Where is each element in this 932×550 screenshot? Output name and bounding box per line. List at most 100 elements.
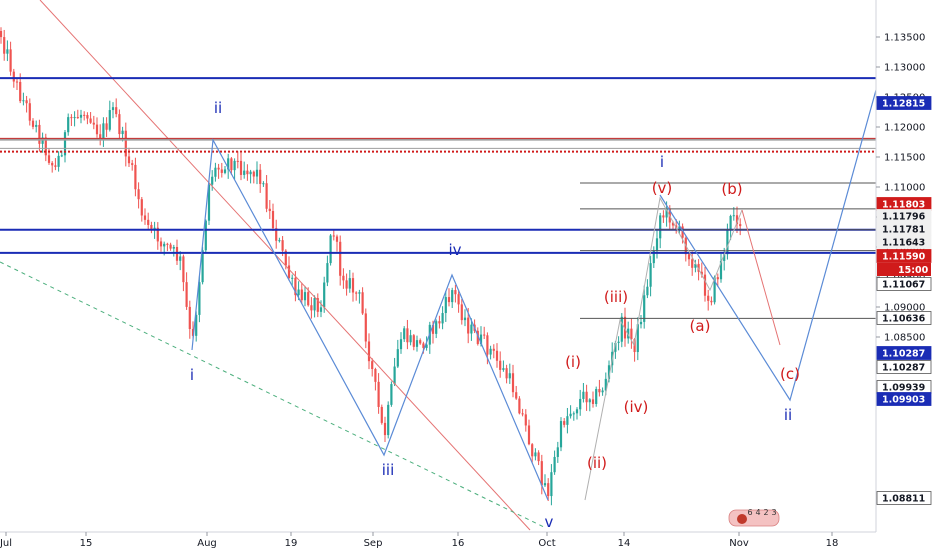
candle-body	[172, 246, 175, 249]
candle-body	[268, 208, 271, 212]
candle-body	[246, 170, 249, 175]
price-tag-label: 1.11643	[882, 238, 925, 249]
candle-body	[134, 164, 137, 190]
candle-body	[291, 277, 294, 279]
candle-body	[614, 342, 617, 352]
candle-body	[515, 392, 518, 399]
candle-body	[89, 118, 92, 123]
candle-body	[713, 277, 716, 303]
price-tag-box	[876, 311, 932, 325]
candle-body	[70, 117, 73, 119]
candle-body	[332, 235, 335, 237]
price-tag-box	[876, 235, 932, 249]
candle-body	[649, 263, 652, 287]
candle-body	[444, 297, 447, 314]
candle-body	[681, 226, 684, 238]
candle-body	[313, 298, 316, 311]
y-tick-label: 1.13500	[884, 33, 925, 44]
candle-body	[643, 295, 646, 322]
x-tick-label: Aug	[197, 538, 217, 549]
candle-body	[415, 340, 419, 347]
price-tag-box	[876, 491, 932, 505]
candle-body	[195, 314, 198, 336]
candle-body	[476, 330, 479, 344]
candle-body	[220, 169, 223, 173]
candle-body	[227, 158, 230, 170]
candle-body	[483, 334, 486, 336]
candle-body	[499, 360, 502, 370]
candle-body	[636, 324, 639, 353]
candle-body	[655, 238, 659, 251]
candle-body	[479, 334, 483, 344]
candle-body	[358, 292, 361, 294]
candle-body	[396, 349, 399, 367]
candle-body	[489, 348, 492, 355]
x-tick-label: 16	[452, 538, 465, 549]
candle-body	[140, 199, 143, 216]
candle-body	[412, 335, 415, 347]
candle-body	[537, 452, 540, 462]
candle-body	[419, 340, 422, 344]
candle-body	[175, 246, 179, 261]
candle-body	[153, 227, 156, 230]
price-tag-box	[876, 360, 932, 374]
price-tag-label: 1.08811	[882, 494, 925, 505]
x-tick-label: 18	[826, 538, 839, 549]
candle-body	[390, 384, 393, 405]
x-tick-label: 19	[285, 538, 298, 549]
projection-wave-path	[659, 89, 876, 402]
candle-body	[463, 317, 467, 321]
candle-body	[156, 227, 159, 242]
candle-body	[495, 350, 499, 361]
candle-body	[486, 335, 489, 355]
candle-body	[275, 228, 278, 241]
candle-body	[35, 124, 38, 127]
candle-body	[307, 292, 310, 306]
candle-body	[406, 328, 409, 343]
candle-body	[6, 49, 9, 54]
candle-body	[201, 250, 204, 283]
candle-body	[399, 339, 403, 350]
candle-body	[531, 444, 534, 457]
candle-body	[252, 171, 255, 177]
candle-body	[207, 184, 211, 221]
candle-body	[191, 328, 195, 336]
candle-body	[28, 103, 31, 121]
candle-body	[700, 271, 703, 275]
candle-body	[38, 124, 41, 144]
candle-body	[281, 240, 284, 251]
candle-body	[329, 235, 332, 264]
candle-body	[249, 171, 252, 175]
candle-body	[12, 71, 15, 82]
x-tick-label: Jul	[0, 538, 12, 549]
timer-tag-box	[877, 263, 931, 276]
candle-body	[431, 324, 435, 334]
candle-body	[121, 130, 124, 135]
candle-body	[316, 298, 319, 312]
candle-body	[447, 297, 451, 303]
candle-body	[374, 369, 377, 382]
candle-body	[108, 110, 111, 130]
candle-body	[582, 391, 585, 399]
candle-body	[355, 292, 358, 294]
candle-body	[575, 409, 579, 414]
wave-label-iii: iii	[382, 461, 395, 479]
x-tick-label: Sep	[364, 538, 383, 549]
candle-body	[665, 208, 668, 218]
candle-body	[15, 81, 19, 83]
candle-body	[630, 328, 633, 340]
candle-body	[86, 115, 89, 119]
candle-body	[99, 134, 102, 140]
price-tag-label: 1.09903	[882, 395, 925, 406]
candle-body	[511, 373, 515, 393]
event-flag-count: 2	[763, 508, 768, 517]
candle-body	[111, 107, 115, 111]
candle-body	[163, 243, 166, 247]
candle-body	[425, 344, 428, 348]
price-tag-label: 1.10287	[882, 363, 925, 374]
price-tag-label: 1.11796	[882, 212, 926, 223]
candle-body	[204, 220, 207, 251]
candle-body	[351, 278, 355, 293]
